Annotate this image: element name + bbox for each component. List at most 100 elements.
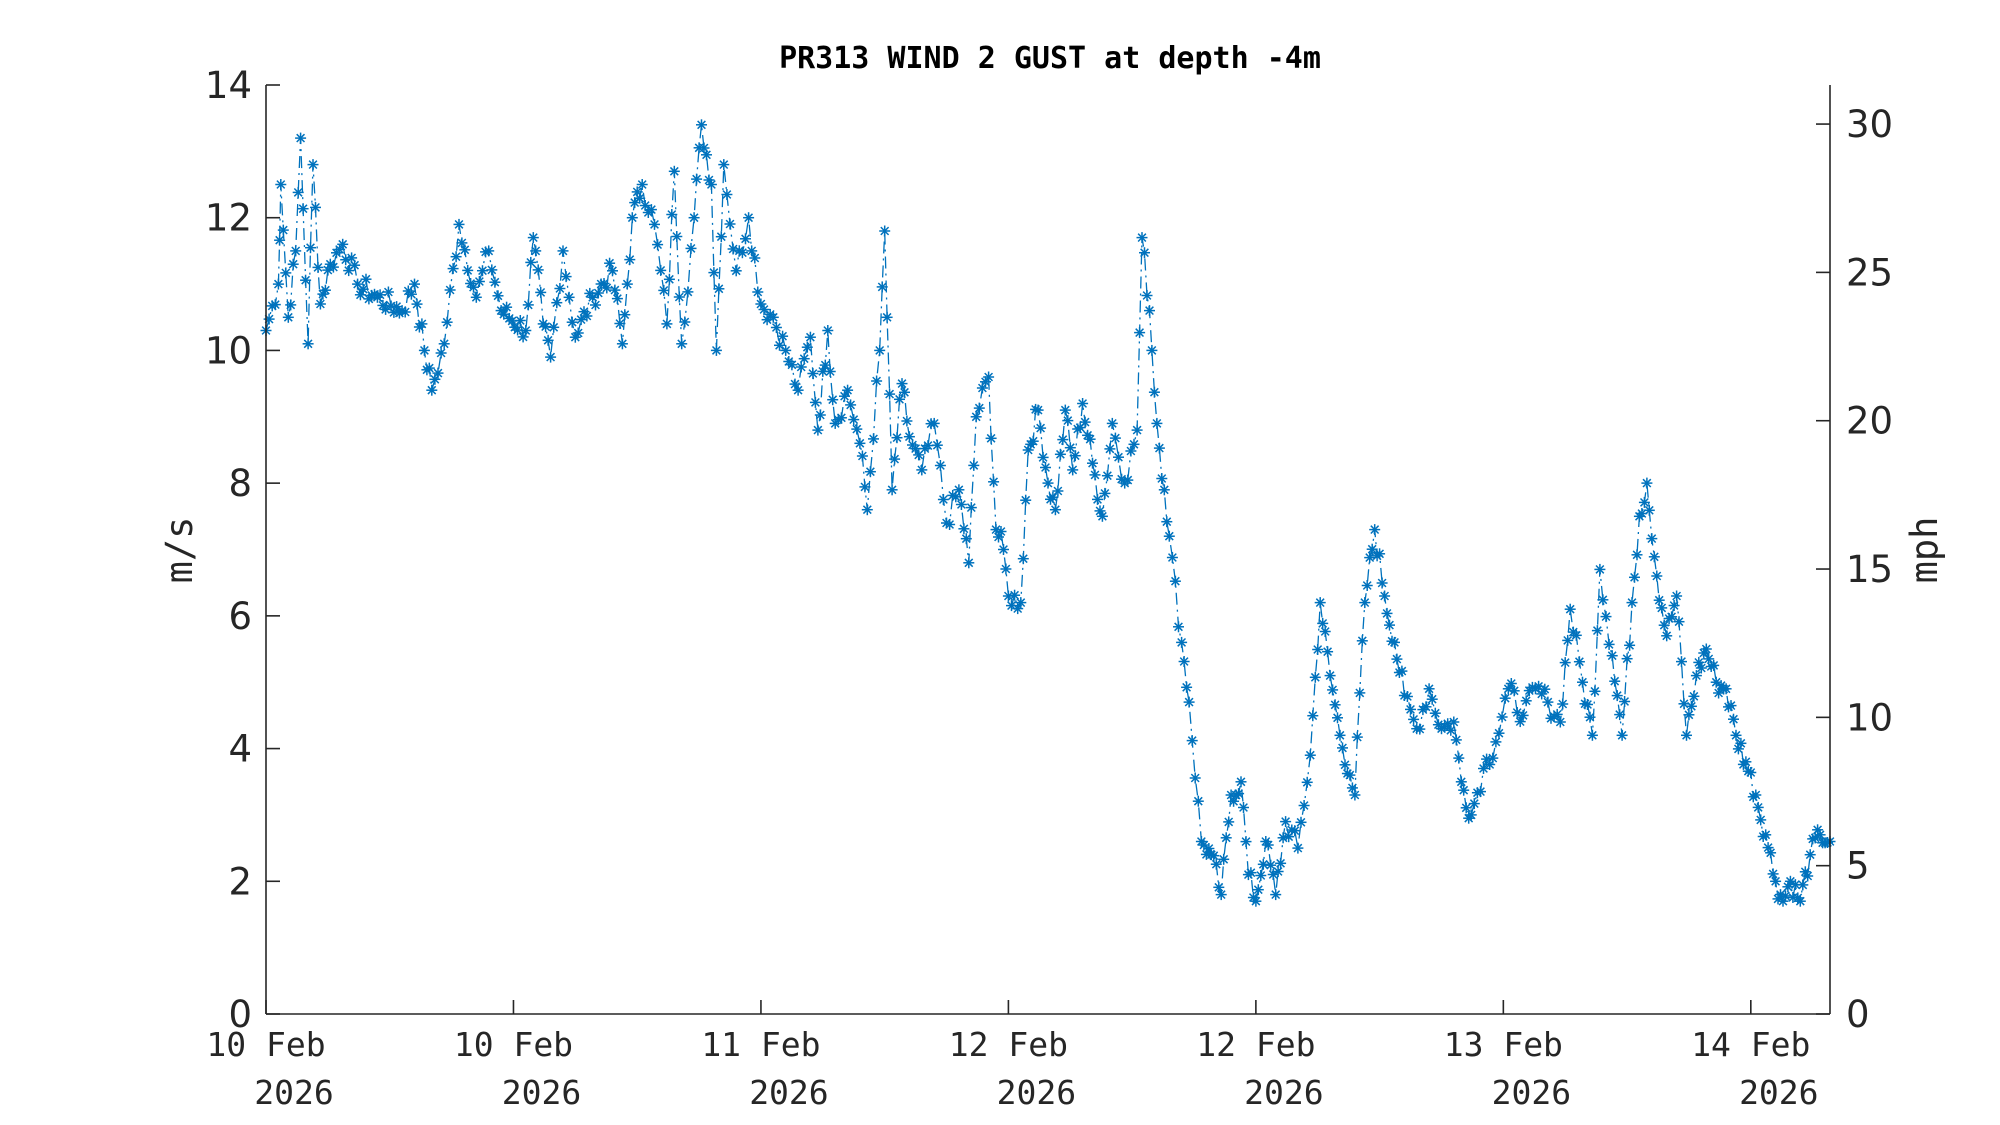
data-point <box>1062 415 1074 427</box>
data-point <box>842 384 854 396</box>
data-point <box>1233 788 1245 800</box>
data-point <box>1648 551 1660 563</box>
data-point <box>489 276 501 288</box>
data-point <box>1460 802 1472 814</box>
data-point <box>758 304 770 315</box>
data-point <box>701 149 712 161</box>
data-point <box>916 464 928 476</box>
data-point <box>1327 684 1339 696</box>
data-point <box>1309 671 1321 683</box>
data-point <box>1597 594 1609 606</box>
data-point <box>715 231 727 243</box>
data-point <box>814 409 826 421</box>
data-point <box>1169 575 1181 587</box>
data-point <box>1047 491 1059 503</box>
data-point <box>441 316 453 328</box>
data-point <box>275 179 287 190</box>
data-point <box>1017 553 1029 565</box>
data-point <box>854 437 866 449</box>
data-point <box>274 234 286 246</box>
x-tick-label-0: 10 Feb <box>206 1025 325 1064</box>
data-point <box>470 291 482 303</box>
data-point <box>1141 290 1153 301</box>
data-point <box>848 414 860 426</box>
data-point <box>1153 442 1165 454</box>
data-point <box>530 245 542 257</box>
x-tick-year-2: 2026 <box>749 1073 828 1112</box>
data-point <box>409 278 420 290</box>
data-point <box>1069 450 1081 462</box>
data-point <box>1426 693 1438 705</box>
data-point <box>770 322 782 333</box>
data-point <box>1183 696 1195 708</box>
data-point <box>899 386 910 398</box>
data-point <box>807 368 819 379</box>
data-point <box>1770 875 1782 887</box>
data-point <box>934 460 946 471</box>
data-point <box>1267 869 1279 880</box>
data-point <box>1408 713 1420 725</box>
data-point <box>1720 683 1732 695</box>
data-point <box>1359 597 1371 609</box>
data-point <box>611 293 623 305</box>
data-point <box>1487 752 1499 764</box>
data-point <box>767 311 779 323</box>
data-point <box>703 174 715 186</box>
data-point <box>626 212 638 224</box>
x-tick-label-6: 14 Feb <box>1691 1025 1810 1064</box>
data-point <box>1092 493 1103 505</box>
data-point <box>879 225 891 237</box>
data-point <box>845 399 857 411</box>
data-point <box>545 351 557 363</box>
data-point <box>1250 895 1262 907</box>
data-point <box>1035 422 1047 434</box>
data-point <box>1332 712 1343 724</box>
data-point <box>1020 494 1032 506</box>
data-point <box>1272 866 1284 877</box>
data-point <box>1329 699 1341 711</box>
data-point <box>1641 477 1653 489</box>
data-point <box>1594 563 1606 575</box>
data-point <box>786 359 798 371</box>
data-point <box>1658 619 1670 631</box>
data-point <box>809 396 821 408</box>
data-point <box>1280 816 1292 828</box>
data-point <box>894 393 905 405</box>
y-tick-label-3: 6 <box>228 595 252 638</box>
data-point <box>1653 594 1665 606</box>
data-point <box>432 367 444 379</box>
data-point <box>901 415 913 427</box>
data-point <box>1584 711 1596 723</box>
data-point <box>1109 432 1121 444</box>
data-point <box>1346 782 1358 794</box>
data-point <box>965 502 977 514</box>
data-point <box>557 245 569 257</box>
data-point <box>1661 630 1673 642</box>
data-point <box>903 431 915 443</box>
data-point <box>658 284 670 296</box>
data-point <box>277 224 289 236</box>
data-point <box>287 258 299 270</box>
data-point <box>1301 776 1313 788</box>
data-point <box>1356 635 1368 647</box>
data-point <box>968 459 980 471</box>
data-point <box>297 203 309 215</box>
data-point <box>801 341 813 353</box>
data-point <box>1750 789 1762 801</box>
data-point <box>1520 695 1532 707</box>
data-point <box>1064 442 1076 454</box>
x-tick-label-2: 11 Feb <box>701 1025 820 1064</box>
data-point <box>1695 662 1707 674</box>
data-point <box>1570 629 1582 641</box>
data-point <box>1312 644 1324 655</box>
data-point <box>542 334 554 346</box>
data-point <box>1057 434 1069 446</box>
data-point <box>532 264 544 276</box>
data-point <box>1683 709 1695 721</box>
data-point <box>1730 729 1742 741</box>
data-point <box>1351 731 1363 743</box>
data-point <box>282 311 294 323</box>
x-tick-year-6: 2026 <box>1739 1073 1818 1112</box>
data-point <box>399 306 411 318</box>
